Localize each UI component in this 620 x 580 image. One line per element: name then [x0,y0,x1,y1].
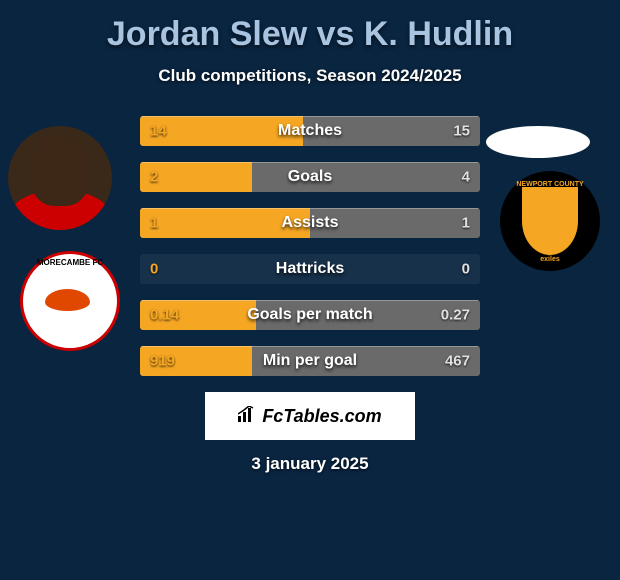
content-area: MORECAMBE FC NEWPORT COUNTY exiles 1415M… [0,116,620,474]
stat-value-left: 2 [150,169,158,186]
stat-row: 14 15 Matches [140,116,480,146]
bar-right-fill [252,162,480,192]
club-left-name: MORECAMBE FC [37,258,103,267]
stats-bars: 14 15 Matches 2 4 Goals 1 1 Assists 0 0 Hattricks 0.… [140,116,480,376]
stat-row: 919 467 Min per goal [140,346,480,376]
club-left-badge: MORECAMBE FC [20,251,120,351]
comparison-card: Jordan Slew vs K. Hudlin Club competitio… [0,0,620,580]
stat-value-right: 15 [453,123,470,140]
stat-row: 0.14 0.27 Goals per match [140,300,480,330]
club-right-badge: NEWPORT COUNTY exiles [500,171,600,271]
stat-row: 2 4 Goals [140,162,480,192]
page-subtitle: Club competitions, Season 2024/2025 [0,66,620,86]
stat-label: Hattricks [276,260,344,278]
shield-icon [522,187,578,255]
brand-text: FcTables.com [262,406,381,427]
stat-value-left: 1 [150,215,158,232]
player-right-avatar [486,126,590,158]
stat-value-right: 0.27 [441,307,470,324]
stat-value-right: 0 [462,261,470,278]
stat-label: Assists [282,214,339,232]
stat-label: Goals per match [247,306,372,324]
stat-value-right: 1 [462,215,470,232]
player-left-avatar [8,126,112,230]
shrimp-icon [45,284,95,319]
page-title: Jordan Slew vs K. Hudlin [0,15,620,54]
stat-value-left: 0.14 [150,307,179,324]
club-right-nickname: exiles [540,256,559,263]
stat-value-left: 14 [150,123,167,140]
stat-label: Min per goal [263,352,357,370]
stat-label: Goals [288,168,332,186]
stat-value-right: 467 [445,353,470,370]
stat-value-right: 4 [462,169,470,186]
chart-icon [238,406,256,427]
stat-row: 1 1 Assists [140,208,480,238]
stat-value-left: 919 [150,353,175,370]
stat-value-left: 0 [150,261,158,278]
date-text: 3 january 2025 [0,454,620,474]
stat-label: Matches [278,122,342,140]
brand-logo: FcTables.com [205,392,415,440]
stat-row: 0 0 Hattricks [140,254,480,284]
